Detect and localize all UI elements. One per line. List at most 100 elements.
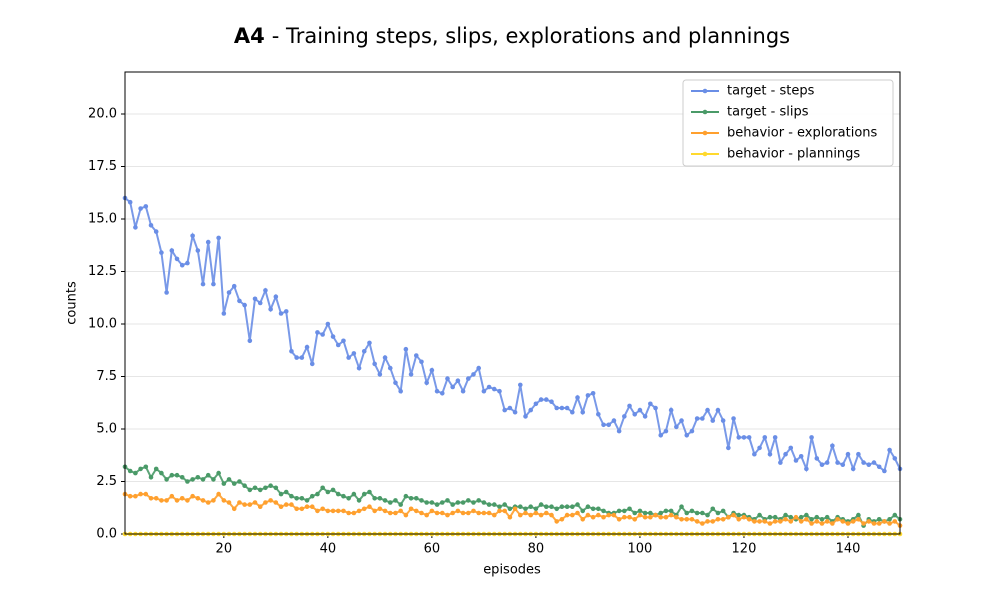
- point: [424, 500, 429, 505]
- x-axis-label: episodes: [483, 563, 541, 578]
- point: [772, 435, 778, 440]
- point: [518, 504, 523, 510]
- point: [351, 351, 357, 356]
- point: [434, 502, 440, 507]
- point: [616, 428, 622, 434]
- point: [715, 407, 721, 413]
- point: [283, 309, 289, 314]
- point: [736, 517, 742, 522]
- point: [892, 519, 898, 524]
- point: [169, 493, 175, 499]
- point: [304, 344, 310, 350]
- point: [387, 365, 393, 371]
- point: [564, 405, 570, 411]
- point: [798, 519, 804, 524]
- point: [335, 508, 341, 514]
- legend-label: behavior - explorations: [727, 126, 878, 141]
- point: [190, 233, 195, 239]
- point: [190, 477, 195, 482]
- point: [580, 508, 586, 514]
- point: [845, 521, 851, 526]
- point: [450, 384, 455, 390]
- point: [585, 512, 591, 518]
- point: [523, 510, 528, 516]
- point: [382, 355, 388, 360]
- point: [465, 510, 471, 516]
- point: [538, 397, 544, 402]
- point: [309, 504, 315, 510]
- point: [268, 483, 273, 489]
- point: [559, 517, 565, 522]
- y-tick-label: 17.5: [88, 159, 117, 174]
- point: [720, 508, 726, 514]
- chart-title: A4 - Training steps, slips, explorations …: [234, 24, 790, 48]
- point: [627, 514, 632, 520]
- point: [377, 372, 383, 377]
- point: [819, 517, 825, 522]
- y-tick-label: 20.0: [88, 107, 117, 122]
- point: [637, 512, 643, 518]
- point: [491, 386, 497, 392]
- point: [216, 235, 221, 241]
- point: [179, 475, 185, 480]
- point: [648, 514, 653, 520]
- point: [294, 506, 299, 512]
- point: [632, 510, 638, 516]
- point: [512, 506, 518, 512]
- point: [174, 472, 180, 478]
- point: [804, 512, 809, 518]
- legend-marker: [702, 88, 708, 94]
- point: [783, 451, 788, 457]
- point: [830, 521, 835, 526]
- point: [153, 496, 159, 501]
- point: [887, 521, 892, 526]
- point: [325, 489, 331, 495]
- point: [622, 514, 627, 520]
- point: [876, 517, 882, 522]
- point: [861, 521, 866, 526]
- point: [195, 248, 201, 253]
- point: [403, 346, 409, 352]
- point: [351, 491, 357, 497]
- point: [476, 498, 481, 503]
- point: [216, 470, 221, 476]
- point: [351, 510, 357, 516]
- point: [793, 458, 799, 463]
- point: [413, 496, 419, 501]
- point: [356, 508, 362, 514]
- point: [148, 223, 154, 228]
- point: [523, 414, 528, 419]
- point: [601, 514, 606, 520]
- point: [231, 481, 237, 486]
- point: [273, 485, 279, 491]
- point: [481, 510, 487, 516]
- point: [616, 517, 622, 522]
- point: [497, 388, 502, 394]
- point: [460, 510, 466, 516]
- point: [502, 508, 507, 514]
- point: [710, 418, 716, 423]
- y-tick-label: 7.5: [96, 369, 117, 384]
- point: [205, 500, 211, 505]
- point: [876, 521, 882, 526]
- point: [726, 445, 731, 451]
- point: [341, 338, 346, 344]
- point: [809, 435, 814, 440]
- x-tick-label: 100: [628, 542, 653, 557]
- point: [653, 512, 658, 518]
- point: [455, 378, 461, 384]
- point: [138, 206, 143, 211]
- legend-label: target - slips: [727, 105, 809, 120]
- point: [174, 256, 180, 262]
- point: [221, 311, 227, 316]
- point: [663, 514, 669, 520]
- legend-marker: [702, 130, 708, 136]
- point: [752, 519, 757, 524]
- point: [195, 475, 201, 480]
- point: [544, 504, 549, 510]
- point: [429, 367, 435, 373]
- point: [622, 414, 627, 419]
- point: [315, 330, 320, 335]
- point: [263, 288, 268, 293]
- point: [450, 510, 455, 516]
